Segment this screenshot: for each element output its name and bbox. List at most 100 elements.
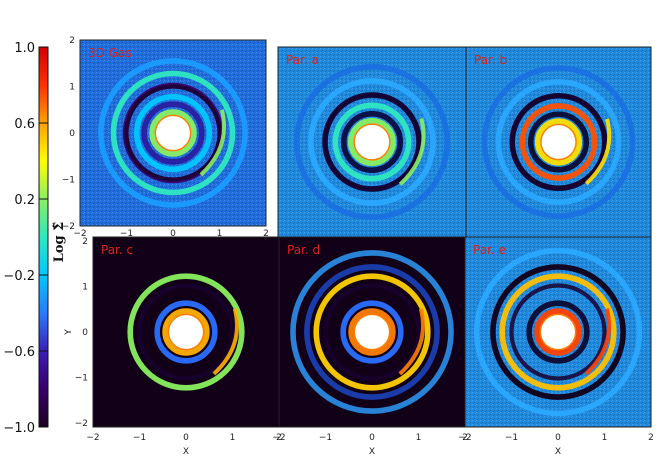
density-ring bbox=[527, 111, 590, 173]
density-ring bbox=[110, 70, 236, 196]
density-ring bbox=[526, 300, 590, 364]
y-tick-label: −2 bbox=[62, 222, 75, 232]
inner-cavity bbox=[154, 114, 192, 152]
panel-frame bbox=[464, 236, 652, 428]
x-tick-label: −1 bbox=[505, 433, 518, 443]
colorbar-ticks: 1.0 0.6 0.2 −0.2 −0.6 −1.0 bbox=[3, 41, 48, 436]
density-ring bbox=[495, 79, 622, 205]
gap-ring bbox=[323, 283, 421, 381]
density-ring bbox=[308, 78, 436, 206]
density-ring bbox=[154, 300, 218, 364]
y-tick-label: −1 bbox=[75, 374, 88, 384]
y-tick-label: 2 bbox=[69, 36, 75, 46]
gap-ring bbox=[509, 283, 607, 381]
spiral-arm bbox=[584, 118, 612, 186]
density-ring bbox=[98, 58, 248, 208]
gap-ring bbox=[124, 84, 222, 182]
density-ring bbox=[534, 118, 583, 166]
colorbar-tick-label: −0.2 bbox=[3, 269, 35, 284]
x-tick-label: −2 bbox=[73, 229, 86, 239]
x-axis-label: X bbox=[369, 447, 375, 457]
density-ring bbox=[120, 266, 252, 398]
x-tick-label: −1 bbox=[133, 433, 146, 443]
panel-e: Par. e bbox=[464, 236, 652, 428]
gap-ring bbox=[137, 283, 235, 381]
x-axis-label: X bbox=[183, 447, 189, 457]
panel-title: Par. b bbox=[474, 53, 507, 67]
inner-cavity bbox=[353, 123, 391, 161]
y-tick-label: −1 bbox=[62, 176, 75, 186]
colorbar-tick-label: −0.6 bbox=[3, 345, 35, 360]
x-tick-label: 0 bbox=[369, 433, 375, 443]
y-tick-label: 0 bbox=[69, 129, 75, 139]
gap-ring bbox=[510, 93, 607, 191]
panel-gas: 3D Gas bbox=[79, 39, 267, 227]
panel-b: Par. b bbox=[465, 46, 652, 238]
panel-title: Par. c bbox=[101, 243, 133, 257]
density-ring bbox=[473, 247, 643, 417]
spiral-arm bbox=[398, 118, 426, 186]
density-ring bbox=[141, 101, 205, 165]
y-axis-label: Y bbox=[64, 329, 74, 336]
x-tick-label: −1 bbox=[319, 433, 332, 443]
panel-grid: 3D Gas Par. a Par. b Par. c Par. d Par. e bbox=[79, 39, 652, 428]
density-ring bbox=[340, 300, 404, 364]
x-tick-label: −1 bbox=[120, 229, 133, 239]
density-ring bbox=[348, 118, 396, 166]
colorbar-bar bbox=[38, 46, 49, 428]
density-ring bbox=[332, 102, 412, 182]
density-ring bbox=[162, 308, 210, 356]
x-tick-label: 2 bbox=[276, 433, 282, 443]
inner-cavity bbox=[353, 313, 391, 351]
spiral-arm bbox=[199, 109, 227, 177]
colorbar-tick-label: −1.0 bbox=[3, 421, 35, 436]
colorbar-tick-label: 0.6 bbox=[14, 117, 35, 132]
panel-c: Par. c bbox=[92, 236, 280, 428]
panel-d: Par. d bbox=[278, 236, 466, 428]
y-tick-label: 1 bbox=[69, 83, 75, 93]
colorbar-tick-label: 0.2 bbox=[14, 193, 35, 208]
y-tick-label: 1 bbox=[82, 283, 88, 293]
density-ring bbox=[519, 103, 598, 181]
x-axis-label: X bbox=[555, 447, 561, 457]
density-ring bbox=[534, 308, 582, 356]
density-ring bbox=[133, 93, 213, 173]
x-tick-label: 1 bbox=[602, 433, 608, 443]
inner-cavity bbox=[539, 313, 577, 351]
density-ring bbox=[481, 65, 636, 219]
x-tick-label: 2 bbox=[648, 433, 654, 443]
density-ring bbox=[149, 109, 197, 157]
x-tick-label: 0 bbox=[555, 433, 561, 443]
inner-cavity bbox=[540, 123, 577, 161]
x-tick-label: 2 bbox=[263, 229, 269, 239]
colorbar-label: Log Σ̃ bbox=[52, 222, 67, 263]
density-ring bbox=[127, 273, 245, 391]
density-ring bbox=[290, 250, 454, 414]
panel-title: Par. a bbox=[286, 53, 319, 67]
panel-title: Par. e bbox=[473, 243, 506, 257]
spiral-arm bbox=[212, 308, 240, 376]
density-ring bbox=[490, 264, 626, 400]
density-ring bbox=[293, 63, 451, 221]
colorbar: 1.0 0.6 0.2 −0.2 −0.6 −1.0 Log Σ̃ bbox=[3, 41, 67, 436]
x-tick-label: 2 bbox=[462, 433, 468, 443]
density-ring bbox=[304, 264, 440, 400]
x-tick-label: 1 bbox=[217, 229, 223, 239]
x-tick-label: 0 bbox=[183, 433, 189, 443]
colorbar-tick-label: 1.0 bbox=[14, 41, 35, 56]
density-ring bbox=[348, 308, 396, 356]
x-tick-label: −2 bbox=[272, 433, 285, 443]
x-tick-label: −2 bbox=[86, 433, 99, 443]
y-tick-label: 2 bbox=[82, 237, 88, 247]
x-tick-label: −2 bbox=[458, 433, 471, 443]
gap-ring bbox=[322, 92, 422, 192]
x-tick-label: 0 bbox=[170, 229, 176, 239]
density-ring bbox=[340, 110, 404, 174]
panel-title: Par. d bbox=[287, 243, 320, 257]
y-tick-label: −2 bbox=[75, 419, 88, 429]
x-tick-label: 1 bbox=[416, 433, 422, 443]
x-tick-label: 1 bbox=[230, 433, 236, 443]
panel-a: Par. a bbox=[277, 46, 467, 238]
density-ring bbox=[313, 273, 431, 391]
